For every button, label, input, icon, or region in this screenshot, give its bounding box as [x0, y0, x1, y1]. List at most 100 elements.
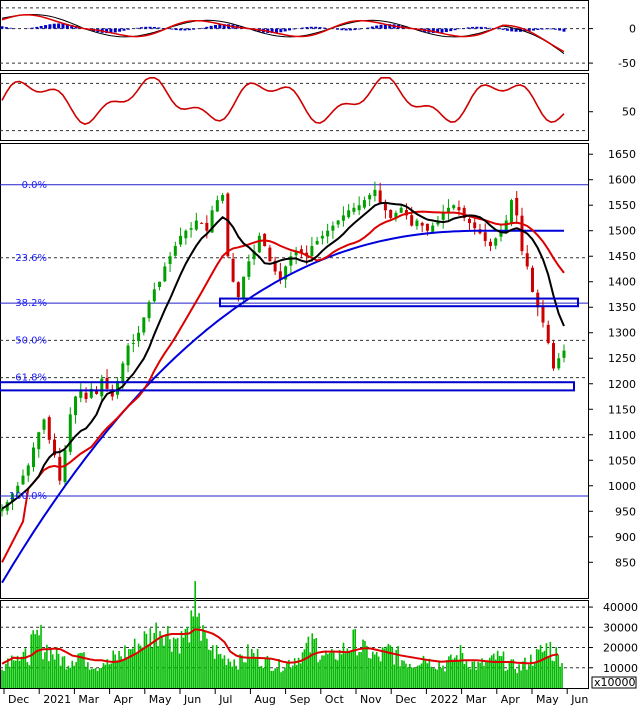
candle-body — [257, 235, 261, 253]
candle-body — [410, 215, 414, 226]
x-tick-label: Sep — [290, 693, 311, 706]
fib-label: 0.0% — [22, 180, 47, 191]
candle-body — [189, 228, 193, 230]
x-tick-label: Mar — [466, 693, 487, 706]
candle-body — [299, 249, 303, 254]
candle-body — [37, 432, 41, 450]
candle-body — [320, 235, 324, 239]
candle-body — [226, 193, 230, 257]
candle-body — [562, 350, 566, 358]
candle-body — [231, 258, 235, 282]
candle-body — [210, 210, 214, 233]
candle-body — [494, 238, 498, 246]
price-tick-label: 1100 — [608, 429, 636, 442]
candle-body — [152, 289, 156, 302]
candle-body — [331, 225, 335, 231]
candle-body — [368, 195, 372, 200]
candle-body — [373, 189, 377, 197]
ma200-line — [1, 229, 564, 584]
candle-body — [147, 302, 151, 319]
candle-body — [68, 414, 72, 452]
x-tick-label: Mar — [78, 693, 99, 706]
candle-body — [215, 200, 219, 212]
candle-body — [352, 207, 356, 212]
x-tick-label: Jul — [218, 693, 232, 706]
x-tick-label: Oct — [325, 693, 345, 706]
candle-body — [200, 222, 204, 224]
candle-body — [11, 493, 15, 503]
candle-body — [341, 215, 345, 221]
price-tick-label: 1250 — [608, 352, 636, 365]
x-tick-label: May — [149, 693, 172, 706]
candle-body — [21, 475, 25, 485]
price-tick-label: 1450 — [608, 250, 636, 263]
candle-body — [0, 508, 4, 512]
candle-body — [336, 220, 340, 225]
price-tick-label: 950 — [615, 505, 636, 518]
candle-body — [378, 190, 382, 203]
candle-body — [525, 253, 529, 267]
candle-body — [58, 456, 62, 481]
candle-body — [310, 246, 314, 256]
candle-body — [509, 200, 513, 223]
candle-body — [168, 256, 172, 264]
candle-body — [26, 465, 30, 476]
candle-body — [121, 363, 125, 383]
ma20-line — [1, 201, 565, 510]
candle-body — [389, 209, 393, 218]
candle-body — [131, 342, 135, 344]
candle-body — [362, 200, 366, 208]
x-tick-label: Dec — [8, 693, 29, 706]
candle-body — [504, 220, 508, 231]
candle-body — [137, 332, 141, 342]
candle-body — [499, 230, 503, 237]
labels-layer: 0.0% 23.6% 38.2% 50.0% 61.8% 100.0% — [9, 180, 47, 502]
candle-body — [557, 358, 561, 369]
candle-body — [116, 381, 120, 395]
candle-body — [173, 246, 177, 256]
macd-tick-label: 0 — [629, 23, 636, 36]
candle-body — [357, 205, 361, 211]
candle-body — [242, 276, 246, 298]
candle-body — [42, 419, 46, 430]
price-tick-label: 1500 — [608, 225, 636, 238]
price-tick-label: 1150 — [608, 403, 636, 416]
candle-body — [252, 251, 256, 260]
candle-body — [179, 235, 183, 245]
candle-body — [221, 195, 225, 201]
candles-layer — [0, 181, 566, 517]
candle-body — [399, 207, 403, 213]
candle-body — [194, 220, 198, 230]
candle-body — [326, 230, 330, 237]
candle-body — [89, 388, 93, 398]
candle-body — [184, 230, 188, 239]
candle-body — [100, 378, 104, 397]
candle-body — [394, 212, 398, 219]
x-tick-label: May — [536, 693, 559, 706]
rsi-panel — [0, 73, 589, 141]
price-tick-label: 1200 — [608, 378, 636, 391]
panel-frames — [0, 0, 589, 689]
x-tick-label: 2021 — [43, 693, 71, 706]
price-tick-label: 1350 — [608, 301, 636, 314]
rsi-tick-label: 50 — [622, 106, 636, 119]
candle-body — [158, 281, 162, 288]
candle-body — [473, 222, 477, 229]
volume-tick-label: 10000 — [603, 662, 638, 675]
candle-body — [53, 439, 57, 456]
rsi-line — [1, 77, 565, 125]
price-tick-label: 1000 — [608, 480, 636, 493]
volume-layer — [0, 23, 566, 688]
x-tick-label: Jun — [183, 693, 201, 706]
candle-body — [483, 232, 487, 241]
candle-body — [315, 240, 319, 245]
price-tick-label: 1050 — [608, 454, 636, 467]
x-tick-label: 2022 — [430, 693, 458, 706]
candle-body — [294, 251, 298, 256]
candle-body — [530, 267, 534, 292]
candle-body — [247, 261, 251, 277]
x-tick-label: Apr — [114, 693, 134, 706]
volume-ma-line — [1, 628, 559, 665]
zones-layer — [0, 297, 579, 392]
candle-body — [142, 317, 146, 333]
